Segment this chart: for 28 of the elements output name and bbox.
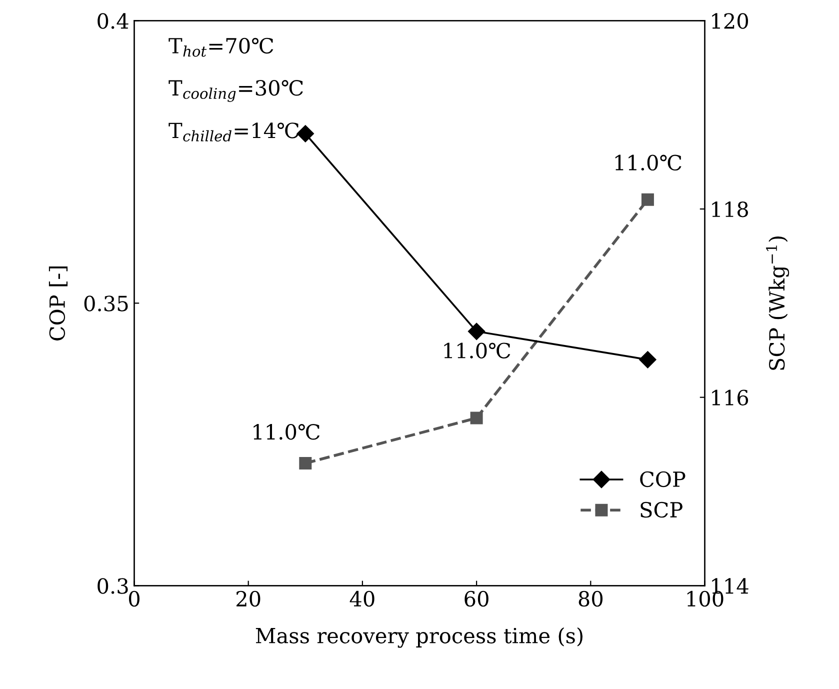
point [639,351,656,368]
y-tick-label: 0.3 [98,578,128,594]
legend-label: COP [640,471,686,488]
x-tick-label: 60 [464,590,488,607]
annotation: 11.0℃ [444,342,510,358]
y2-tick-label: 120 [712,13,748,29]
y-tick-label: 0.35 [84,296,128,312]
annotation: 11.0℃ [615,154,682,171]
x-tick-label: 40 [350,590,374,607]
y2-axis-title: SCP (Wkg$^{−1}$) [766,236,790,370]
annotation: T$_{cooling}$=30℃ [168,80,303,102]
y2-tick-label: 118 [712,201,748,218]
x-tick-label: 0 [128,590,140,607]
y2-tick-label: 116 [712,390,748,406]
point [641,193,654,206]
x-tick-label: 80 [578,590,603,607]
annotation: T$_{hot}$=70℃ [168,38,274,57]
x-axis-title: Mass recovery process time (s) [256,627,582,648]
x-tick-label: 20 [236,590,260,607]
point [296,125,314,142]
annotation: T$_{chilled}$=14℃ [168,122,299,142]
annotation: 11.0℃ [254,424,320,440]
point [468,322,486,340]
legend-label: SCP [640,502,682,518]
point [299,456,312,470]
y-axis-title: COP [-] [48,266,68,340]
point [470,412,483,424]
y-tick-label: 0.4 [98,13,128,29]
